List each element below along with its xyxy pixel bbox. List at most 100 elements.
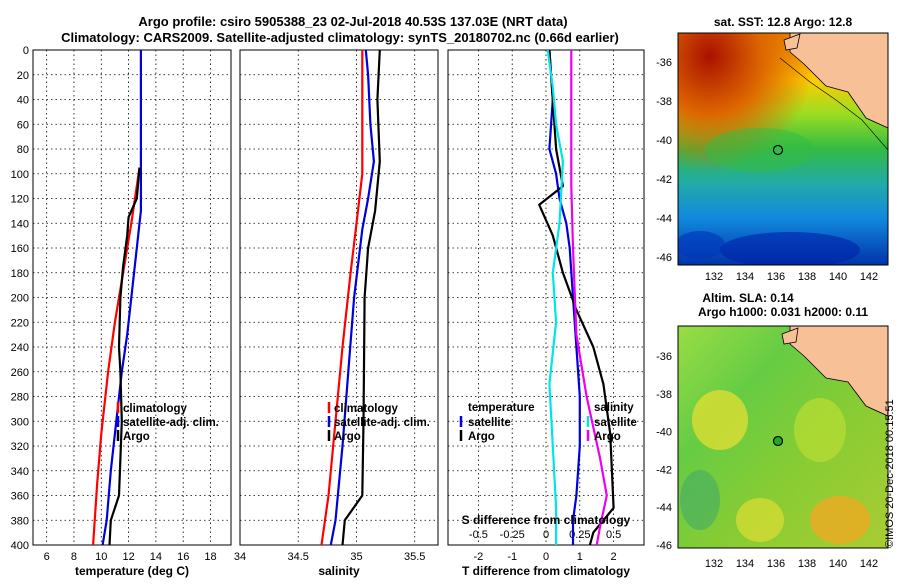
y-tick-label: 40	[17, 95, 29, 107]
x-tick-label: 12	[122, 551, 134, 563]
map-x-tick-label: 136	[767, 558, 785, 570]
map-y-tick-label: -40	[656, 427, 672, 439]
sla-map-title-line-2: Argo h1000: 0.031 h2000: 0.11	[698, 305, 868, 319]
salinity-xlabel: salinity	[318, 564, 360, 578]
legend-label-argo: Argo	[123, 431, 150, 443]
difference-xlabel: T difference from climatology	[462, 564, 630, 578]
map-y-tick-label: -42	[656, 174, 672, 186]
series-line-argo	[108, 167, 141, 546]
map-y-tick-label: -36	[656, 351, 672, 363]
sst-map-title: sat. SST: 12.8 Argo: 12.8	[714, 15, 853, 29]
map-tick-labels: -36 -38 -40 -42 -44 -46 132 134 136 138 140 142 -36 -…	[656, 57, 878, 570]
temperature-xlabel: temperature (deg C)	[75, 564, 189, 578]
x-tick-label: -2	[474, 551, 484, 563]
land-australia	[789, 326, 888, 417]
series-line-t-satellite	[548, 49, 581, 545]
sla-anomaly	[794, 398, 846, 462]
y-tick-label: 100	[11, 169, 29, 181]
sla-map-title-line-1: Altim. SLA: 0.14	[702, 291, 794, 305]
y-tick-label: 280	[11, 392, 29, 404]
y-tick-label: 120	[11, 194, 29, 206]
map-y-tick-label: -40	[656, 135, 672, 147]
y-tick-label: 180	[11, 268, 29, 280]
y-tick-label: 200	[11, 293, 29, 305]
legend-label-satellite: satellite-adj. clim.	[123, 417, 219, 429]
x-tick-label: 8	[71, 551, 77, 563]
map-x-tick-label: 136	[767, 271, 785, 283]
x-tick-label: 34	[234, 551, 246, 563]
y-tick-label: 260	[11, 367, 29, 379]
map-x-tick-label: 140	[829, 558, 847, 570]
x-tick-label: 6	[44, 551, 50, 563]
y-tick-label: 400	[11, 540, 29, 552]
series-line-climatology	[320, 50, 364, 546]
map-y-tick-label: -46	[656, 252, 672, 264]
x2-tick-label: -0.5	[469, 529, 488, 541]
y-tick-label: 340	[11, 466, 29, 478]
series-line-s-argo	[570, 50, 608, 546]
x-tick-label: 34.5	[288, 551, 309, 563]
series-layer	[92, 49, 615, 546]
y-tick-label: 320	[11, 441, 29, 453]
title-line-2: Climatology: CARS2009. Satellite-adjuste…	[61, 30, 619, 45]
map-x-tick-label: 142	[860, 271, 878, 283]
salinity-legend: climatology satellite-adj. clim. Argo	[327, 402, 430, 443]
y-tick-label: 380	[11, 515, 29, 527]
map-y-tick-label: -46	[656, 540, 672, 552]
x2-tick-label: 0.25	[569, 529, 590, 541]
x2-tick-label: 0.5	[606, 529, 621, 541]
y-tick-label: 0	[23, 45, 29, 57]
sla-anomaly	[692, 390, 748, 450]
land-kangaroo-island	[781, 327, 799, 345]
x-tick-label: 14	[150, 551, 162, 563]
map-x-tick-label: 132	[705, 271, 723, 283]
land-kangaroo-island	[783, 33, 801, 51]
x-tick-label: 18	[204, 551, 216, 563]
map-x-tick-label: 142	[860, 558, 878, 570]
map-x-tick-label: 134	[736, 558, 754, 570]
sst-map	[678, 33, 888, 265]
legend-label-t-argo: Argo	[468, 431, 495, 443]
map-y-tick-label: -38	[656, 389, 672, 401]
y-tick-label: 140	[11, 218, 29, 230]
tick-labels: 6 8 10 12 14 16 180204060801001201401601802002…	[11, 45, 622, 563]
legend-title-temperature: temperature	[468, 402, 534, 414]
legend-label-s-satellite: satellite	[594, 417, 637, 429]
sst-map-frame	[677, 32, 889, 266]
series-line-satellite-adj-clim-	[329, 49, 375, 546]
legend-label-climatology: climatology	[123, 403, 188, 415]
map-y-tick-label: -44	[656, 213, 672, 225]
land-australia	[789, 33, 888, 129]
difference-xlabel-2: S difference from climatology	[462, 513, 631, 527]
y-tick-label: 60	[17, 119, 29, 131]
sst-green-patch	[705, 128, 815, 172]
x2-tick-label: 0	[543, 529, 549, 541]
map-x-tick-label: 134	[736, 271, 754, 283]
imos-watermark: ©IMOS 20-Dec-2018 00:15:51	[884, 399, 896, 548]
x-tick-label: 35.5	[404, 551, 425, 563]
series-line-argo	[341, 49, 381, 546]
x-tick-label: 0	[543, 551, 549, 563]
x-tick-label: 2	[611, 551, 617, 563]
legend-label-climatology: climatology	[334, 403, 399, 415]
sla-anomaly	[736, 498, 784, 542]
y-tick-label: 240	[11, 342, 29, 354]
y-tick-label: 20	[17, 70, 29, 82]
argo-position-marker	[772, 435, 784, 447]
temperature-legend: climatology satellite-adj. clim. Argo	[116, 402, 219, 443]
x-tick-label: 16	[177, 551, 189, 563]
y-tick-label: 300	[11, 416, 29, 428]
difference-legend: temperature satellite Argo salinity sate…	[459, 402, 637, 443]
y-tick-label: 220	[11, 317, 29, 329]
x-tick-label: 10	[95, 551, 107, 563]
map-y-tick-label: -42	[656, 464, 672, 476]
map-x-tick-label: 140	[829, 271, 847, 283]
legend-label-s-argo: Argo	[594, 431, 621, 443]
x2-tick-label: -0.25	[500, 529, 525, 541]
series-line-satellite-adj-clim-	[101, 50, 142, 546]
map-y-tick-label: -36	[656, 57, 672, 69]
sla-anomaly	[680, 470, 720, 530]
shelf-contour	[779, 57, 888, 151]
x-tick-label: -1	[507, 551, 517, 563]
